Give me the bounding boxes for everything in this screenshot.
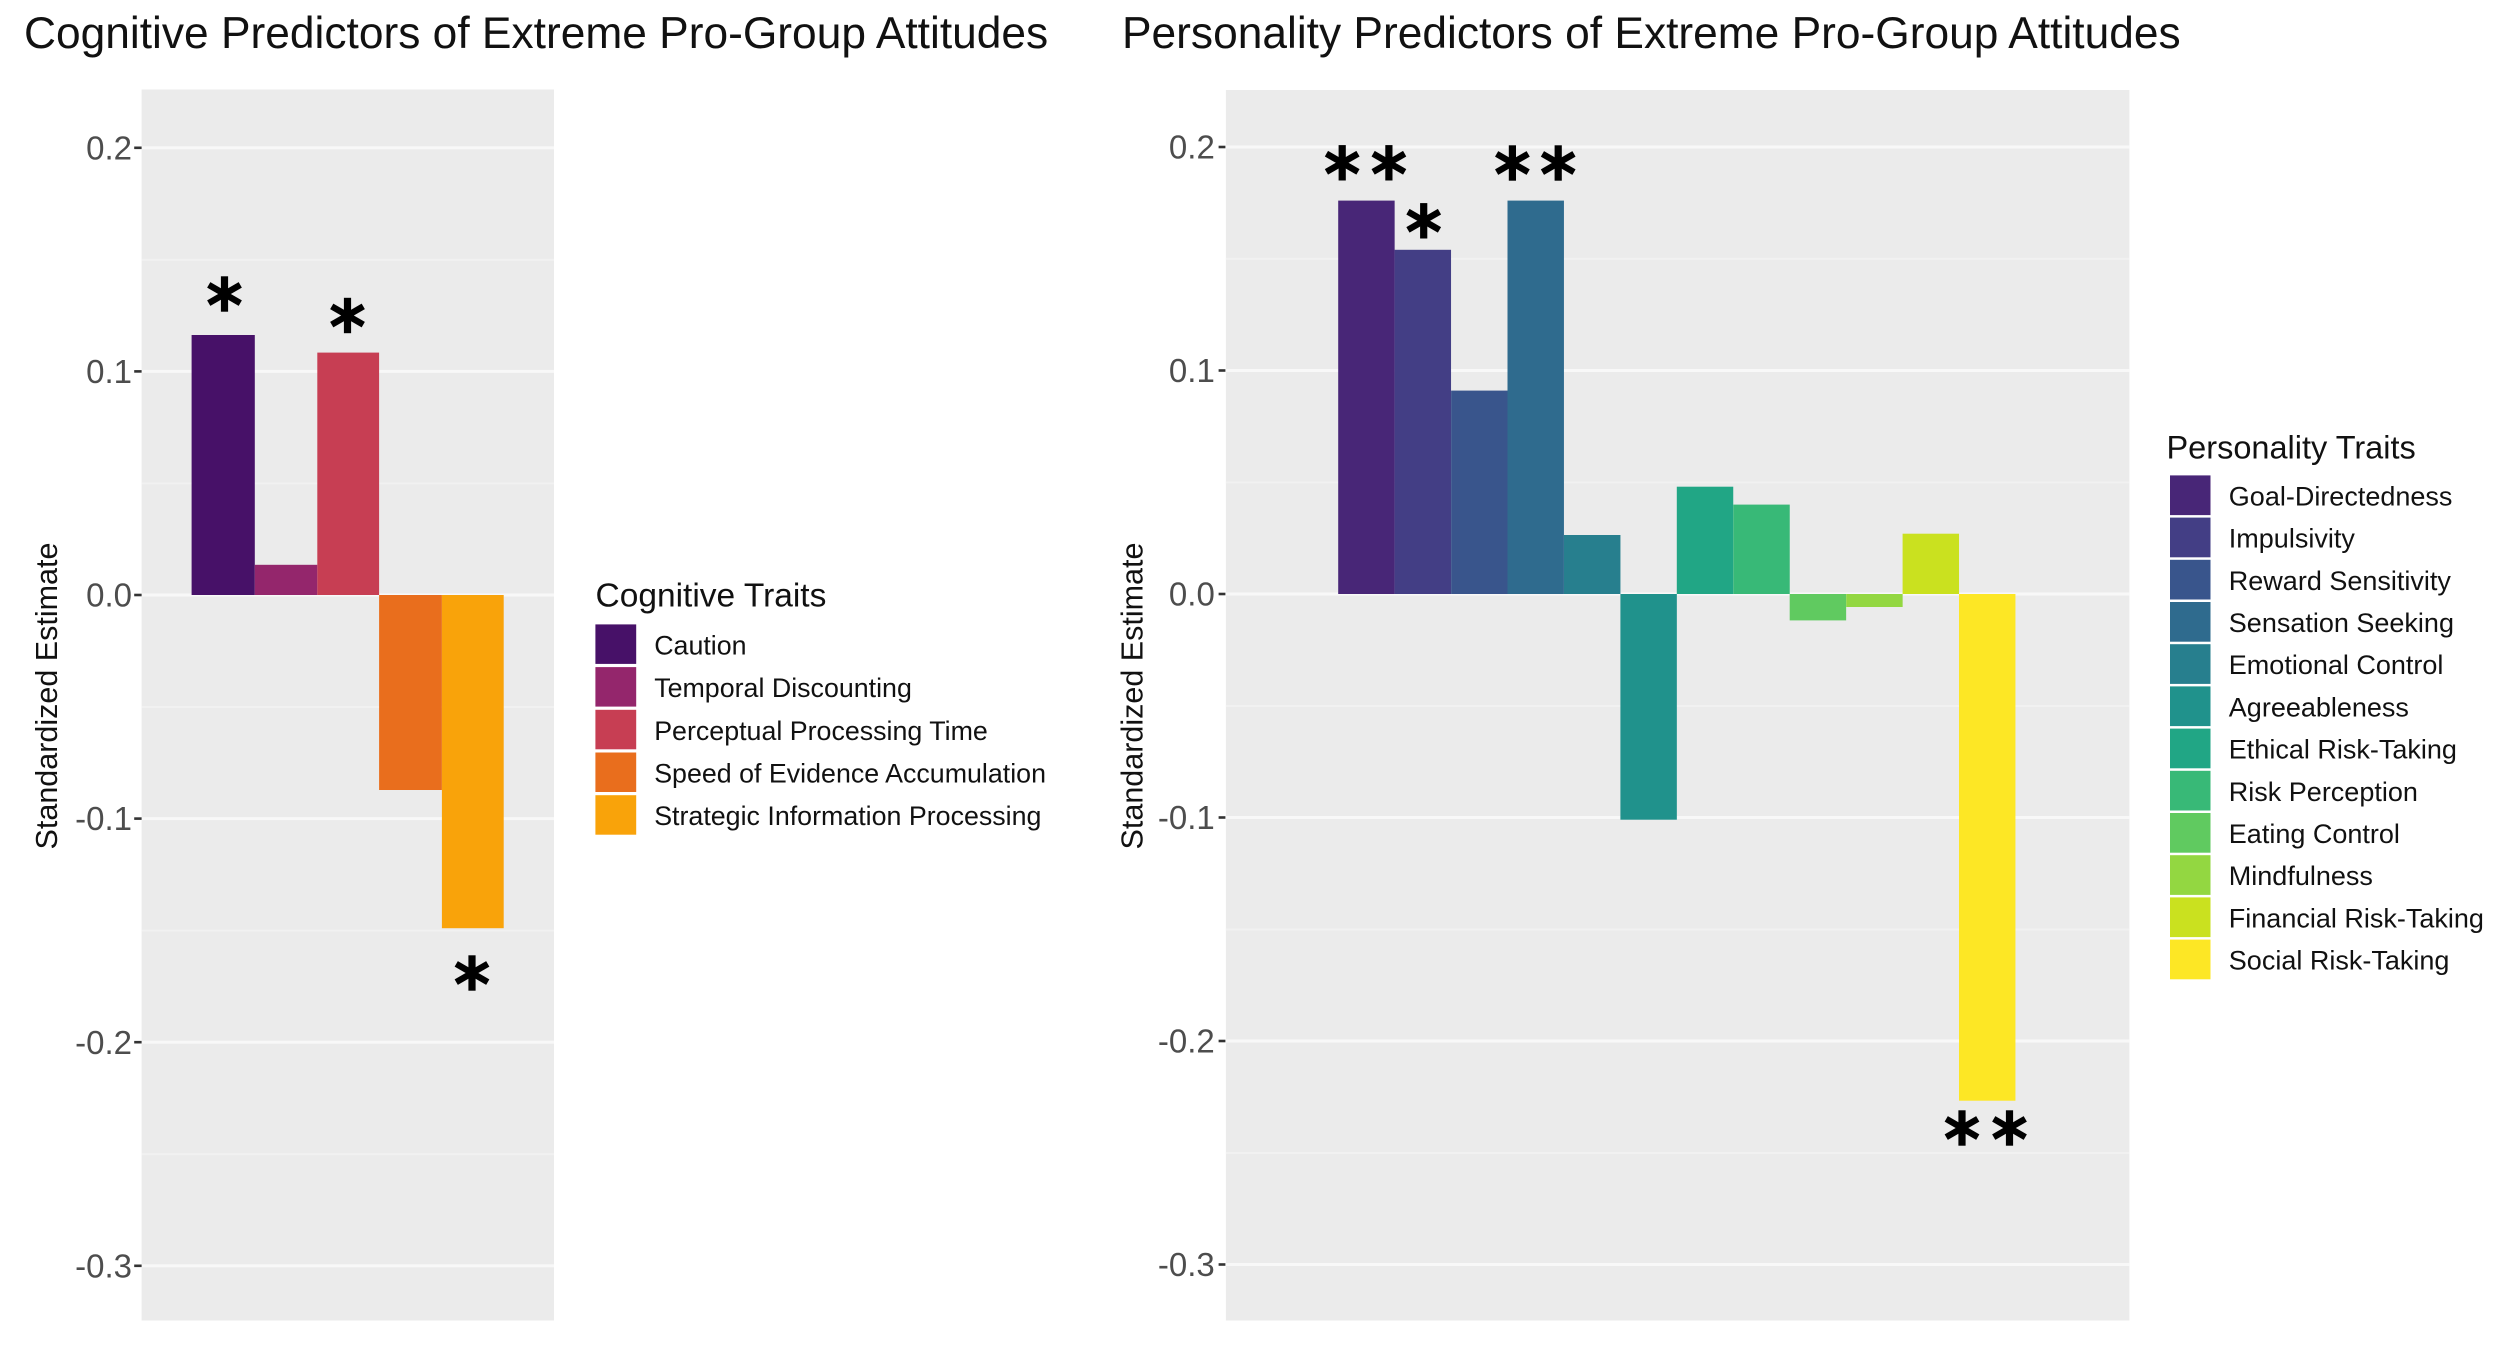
svg-text:Standardized Estimate: Standardized Estimate <box>1116 543 1150 850</box>
svg-text:-0.2: -0.2 <box>75 1024 132 1061</box>
svg-text:Temporal Discounting: Temporal Discounting <box>654 673 912 703</box>
svg-text:Goal-Directedness: Goal-Directedness <box>2229 481 2453 511</box>
svg-text:Eating Control: Eating Control <box>2229 819 2400 849</box>
svg-text:Emotional Control: Emotional Control <box>2229 650 2444 680</box>
svg-text:Cognitive Traits: Cognitive Traits <box>596 578 827 615</box>
svg-text:Standardized Estimate: Standardized Estimate <box>30 543 64 850</box>
svg-text:0.2: 0.2 <box>86 129 132 166</box>
svg-text:0.2: 0.2 <box>1169 129 1215 166</box>
svg-text:Impulsivity: Impulsivity <box>2229 524 2356 554</box>
svg-text:-0.3: -0.3 <box>75 1247 132 1284</box>
svg-text:Cognitive Predictors of Extrem: Cognitive Predictors of Extreme Pro-Grou… <box>24 9 1048 58</box>
svg-text:Personality Traits: Personality Traits <box>2167 430 2416 466</box>
svg-text:0.1: 0.1 <box>1169 352 1215 389</box>
svg-text:Risk Perception: Risk Perception <box>2229 777 2418 807</box>
svg-text:Sensation Seeking: Sensation Seeking <box>2229 608 2454 638</box>
svg-text:-0.1: -0.1 <box>75 800 132 837</box>
svg-text:Agreeableness: Agreeableness <box>2229 692 2409 722</box>
svg-text:Speed of Evidence Accumulation: Speed of Evidence Accumulation <box>654 759 1046 789</box>
svg-text:Mindfulness: Mindfulness <box>2229 861 2373 891</box>
svg-text:0.1: 0.1 <box>86 353 132 390</box>
svg-text:Caution: Caution <box>654 630 746 660</box>
svg-text:Perceptual Processing Time: Perceptual Processing Time <box>654 716 988 746</box>
svg-text:-0.2: -0.2 <box>1158 1023 1215 1060</box>
svg-text:0.0: 0.0 <box>86 577 132 614</box>
svg-text:Strategic Information Processi: Strategic Information Processing <box>654 801 1041 831</box>
svg-text:Social Risk-Taking: Social Risk-Taking <box>2229 946 2450 976</box>
svg-text:-0.3: -0.3 <box>1158 1246 1215 1283</box>
svg-text:0.0: 0.0 <box>1169 576 1215 613</box>
svg-text:Financial Risk-Taking: Financial Risk-Taking <box>2229 903 2484 933</box>
svg-text:Ethical Risk-Taking: Ethical Risk-Taking <box>2229 735 2457 765</box>
svg-text:-0.1: -0.1 <box>1158 799 1215 836</box>
svg-text:Personality Predictors of Extr: Personality Predictors of Extreme Pro-Gr… <box>1122 9 2181 58</box>
svg-text:Reward Sensitivity: Reward Sensitivity <box>2229 566 2452 596</box>
